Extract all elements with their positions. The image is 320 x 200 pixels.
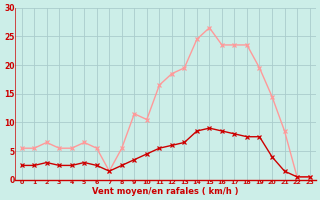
X-axis label: Vent moyen/en rafales ( km/h ): Vent moyen/en rafales ( km/h ) bbox=[92, 187, 239, 196]
